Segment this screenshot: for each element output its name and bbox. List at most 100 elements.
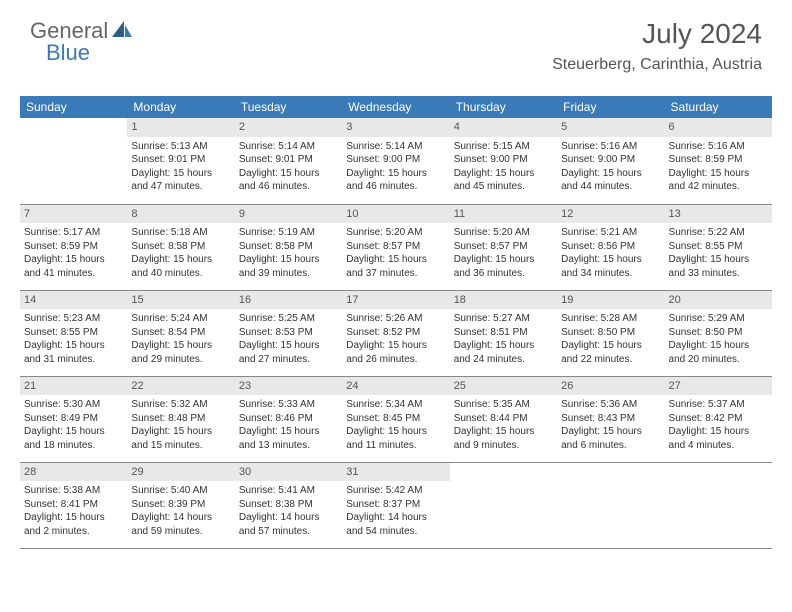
day-cell: 11Sunrise: 5:20 AMSunset: 8:57 PMDayligh… — [450, 204, 557, 290]
day-number: 17 — [342, 291, 449, 310]
sunrise-text: Sunrise: 5:30 AM — [24, 398, 123, 412]
day-cell: 9Sunrise: 5:19 AMSunset: 8:58 PMDaylight… — [235, 204, 342, 290]
day-number: 10 — [342, 205, 449, 224]
daylight-text: and 40 minutes. — [131, 267, 230, 281]
day-cell: 1Sunrise: 5:13 AMSunset: 9:01 PMDaylight… — [127, 118, 234, 204]
daylight-text: and 27 minutes. — [239, 353, 338, 367]
sunset-text: Sunset: 8:55 PM — [24, 326, 123, 340]
day-number: 6 — [665, 118, 772, 137]
day-cell: 20Sunrise: 5:29 AMSunset: 8:50 PMDayligh… — [665, 290, 772, 376]
sunset-text: Sunset: 8:53 PM — [239, 326, 338, 340]
daylight-text: Daylight: 15 hours — [454, 253, 553, 267]
sunrise-text: Sunrise: 5:14 AM — [346, 140, 445, 154]
daylight-text: Daylight: 15 hours — [239, 339, 338, 353]
daylight-text: and 9 minutes. — [454, 439, 553, 453]
sunset-text: Sunset: 8:50 PM — [669, 326, 768, 340]
daylight-text: and 31 minutes. — [24, 353, 123, 367]
daylight-text: and 36 minutes. — [454, 267, 553, 281]
sunset-text: Sunset: 8:55 PM — [669, 240, 768, 254]
daylight-text: and 20 minutes. — [669, 353, 768, 367]
sunrise-text: Sunrise: 5:15 AM — [454, 140, 553, 154]
daylight-text: and 4 minutes. — [669, 439, 768, 453]
sunset-text: Sunset: 8:56 PM — [561, 240, 660, 254]
sunrise-text: Sunrise: 5:19 AM — [239, 226, 338, 240]
daylight-text: and 33 minutes. — [669, 267, 768, 281]
daylight-text: Daylight: 15 hours — [239, 425, 338, 439]
daylight-text: Daylight: 15 hours — [239, 253, 338, 267]
day-cell: 6Sunrise: 5:16 AMSunset: 8:59 PMDaylight… — [665, 118, 772, 204]
sunset-text: Sunset: 8:41 PM — [24, 498, 123, 512]
day-cell: 28Sunrise: 5:38 AMSunset: 8:41 PMDayligh… — [20, 462, 127, 548]
day-number: 12 — [557, 205, 664, 224]
day-number: 29 — [127, 463, 234, 482]
week-row: 21Sunrise: 5:30 AMSunset: 8:49 PMDayligh… — [20, 376, 772, 462]
daylight-text: and 2 minutes. — [24, 525, 123, 539]
daylight-text: Daylight: 15 hours — [131, 425, 230, 439]
daylight-text: and 15 minutes. — [131, 439, 230, 453]
daylight-text: and 6 minutes. — [561, 439, 660, 453]
day-cell: 30Sunrise: 5:41 AMSunset: 8:38 PMDayligh… — [235, 462, 342, 548]
day-number: 27 — [665, 377, 772, 396]
sunrise-text: Sunrise: 5:16 AM — [669, 140, 768, 154]
day-cell — [450, 462, 557, 548]
day-cell: 4Sunrise: 5:15 AMSunset: 9:00 PMDaylight… — [450, 118, 557, 204]
weekday-header: Wednesday — [342, 96, 449, 118]
sunset-text: Sunset: 8:50 PM — [561, 326, 660, 340]
weekday-header: Saturday — [665, 96, 772, 118]
daylight-text: Daylight: 15 hours — [24, 253, 123, 267]
daylight-text: Daylight: 15 hours — [346, 253, 445, 267]
day-cell: 2Sunrise: 5:14 AMSunset: 9:01 PMDaylight… — [235, 118, 342, 204]
weekday-header: Sunday — [20, 96, 127, 118]
day-number: 15 — [127, 291, 234, 310]
day-cell: 14Sunrise: 5:23 AMSunset: 8:55 PMDayligh… — [20, 290, 127, 376]
daylight-text: Daylight: 15 hours — [561, 425, 660, 439]
day-number: 5 — [557, 118, 664, 137]
day-cell: 17Sunrise: 5:26 AMSunset: 8:52 PMDayligh… — [342, 290, 449, 376]
weekday-header: Monday — [127, 96, 234, 118]
daylight-text: Daylight: 15 hours — [561, 339, 660, 353]
sunrise-text: Sunrise: 5:41 AM — [239, 484, 338, 498]
sunset-text: Sunset: 8:43 PM — [561, 412, 660, 426]
daylight-text: Daylight: 15 hours — [131, 339, 230, 353]
sunset-text: Sunset: 8:51 PM — [454, 326, 553, 340]
daylight-text: Daylight: 15 hours — [239, 167, 338, 181]
daylight-text: Daylight: 15 hours — [131, 253, 230, 267]
sunrise-text: Sunrise: 5:17 AM — [24, 226, 123, 240]
day-cell — [665, 462, 772, 548]
day-cell: 3Sunrise: 5:14 AMSunset: 9:00 PMDaylight… — [342, 118, 449, 204]
sunrise-text: Sunrise: 5:38 AM — [24, 484, 123, 498]
sunrise-text: Sunrise: 5:34 AM — [346, 398, 445, 412]
day-cell: 7Sunrise: 5:17 AMSunset: 8:59 PMDaylight… — [20, 204, 127, 290]
sunset-text: Sunset: 9:00 PM — [561, 153, 660, 167]
weekday-header: Thursday — [450, 96, 557, 118]
daylight-text: and 47 minutes. — [131, 180, 230, 194]
daylight-text: and 22 minutes. — [561, 353, 660, 367]
day-number: 31 — [342, 463, 449, 482]
sunset-text: Sunset: 8:57 PM — [346, 240, 445, 254]
day-number: 22 — [127, 377, 234, 396]
daylight-text: Daylight: 15 hours — [346, 425, 445, 439]
header-right: July 2024 Steuerberg, Carinthia, Austria — [552, 18, 762, 74]
daylight-text: and 57 minutes. — [239, 525, 338, 539]
sunset-text: Sunset: 9:01 PM — [239, 153, 338, 167]
sunset-text: Sunset: 8:58 PM — [239, 240, 338, 254]
sunrise-text: Sunrise: 5:25 AM — [239, 312, 338, 326]
sunset-text: Sunset: 8:39 PM — [131, 498, 230, 512]
day-number: 18 — [450, 291, 557, 310]
sunset-text: Sunset: 9:00 PM — [454, 153, 553, 167]
daylight-text: and 11 minutes. — [346, 439, 445, 453]
day-number: 1 — [127, 118, 234, 137]
sunset-text: Sunset: 9:01 PM — [131, 153, 230, 167]
daylight-text: and 46 minutes. — [346, 180, 445, 194]
day-cell: 8Sunrise: 5:18 AMSunset: 8:58 PMDaylight… — [127, 204, 234, 290]
daylight-text: and 26 minutes. — [346, 353, 445, 367]
daylight-text: and 54 minutes. — [346, 525, 445, 539]
day-number: 8 — [127, 205, 234, 224]
sunrise-text: Sunrise: 5:20 AM — [454, 226, 553, 240]
daylight-text: Daylight: 15 hours — [454, 167, 553, 181]
sunrise-text: Sunrise: 5:29 AM — [669, 312, 768, 326]
sunrise-text: Sunrise: 5:28 AM — [561, 312, 660, 326]
daylight-text: and 45 minutes. — [454, 180, 553, 194]
day-cell: 18Sunrise: 5:27 AMSunset: 8:51 PMDayligh… — [450, 290, 557, 376]
day-number: 25 — [450, 377, 557, 396]
